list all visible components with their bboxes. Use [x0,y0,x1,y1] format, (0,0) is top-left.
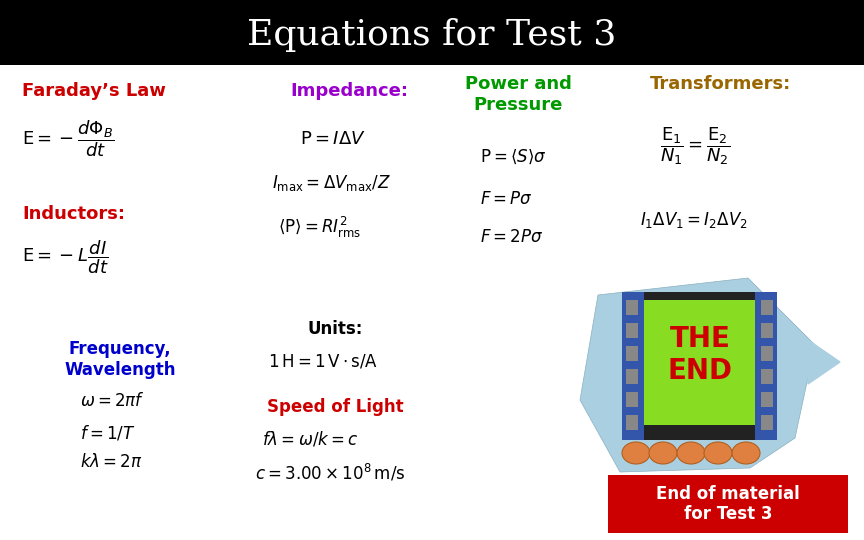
Text: Faraday’s Law: Faraday’s Law [22,82,166,100]
Bar [761,369,773,384]
Text: Transformers:: Transformers: [650,75,791,93]
Bar [761,392,773,407]
Polygon shape [580,278,815,472]
Bar [608,475,848,533]
Bar [0,0,864,65]
Text: $\mathrm{P} = I\Delta V$: $\mathrm{P} = I\Delta V$ [300,130,366,148]
Text: THE
END: THE END [668,325,733,385]
Text: $k\lambda = 2\pi$: $k\lambda = 2\pi$ [80,453,143,471]
Text: $F = P\sigma$: $F = P\sigma$ [480,190,533,208]
Text: $1\,\mathrm{H} = 1\,\mathrm{V}\cdot\mathrm{s/A}$: $1\,\mathrm{H} = 1\,\mathrm{V}\cdot\math… [268,352,378,370]
Text: $\mathrm{E} = -\dfrac{d\Phi_B}{dt}$: $\mathrm{E} = -\dfrac{d\Phi_B}{dt}$ [22,118,114,159]
Bar [761,415,773,430]
Ellipse shape [677,442,705,464]
Bar [761,300,773,315]
Text: Inductors:: Inductors: [22,205,125,223]
Bar [626,415,638,430]
Bar [626,392,638,407]
Bar [622,292,777,440]
Polygon shape [808,340,840,384]
Text: $\omega = 2\pi f$: $\omega = 2\pi f$ [80,392,145,410]
Ellipse shape [704,442,732,464]
Bar [644,300,755,425]
Ellipse shape [649,442,677,464]
Bar [626,323,638,338]
Text: Speed of Light: Speed of Light [267,398,403,416]
Text: $\mathrm{E} = -L\dfrac{dI}{dt}$: $\mathrm{E} = -L\dfrac{dI}{dt}$ [22,238,109,275]
Bar [755,292,777,440]
Text: Frequency,
Wavelength: Frequency, Wavelength [64,340,175,379]
Text: $c = 3.00\times10^8\,\mathrm{m/s}$: $c = 3.00\times10^8\,\mathrm{m/s}$ [255,462,405,483]
Bar [761,323,773,338]
Bar [626,369,638,384]
Text: $f = 1/T$: $f = 1/T$ [80,423,136,442]
Text: $I_{\mathrm{max}} = \Delta V_{\mathrm{max}}/Z$: $I_{\mathrm{max}} = \Delta V_{\mathrm{ma… [272,173,391,193]
Text: $F = 2P\sigma$: $F = 2P\sigma$ [480,228,543,246]
Bar [626,346,638,361]
Text: Equations for Test 3: Equations for Test 3 [247,18,617,52]
Text: $I_1\Delta V_1 = I_2\Delta V_2$: $I_1\Delta V_1 = I_2\Delta V_2$ [640,210,747,230]
Text: $\mathrm{P} = \langle S \rangle\sigma$: $\mathrm{P} = \langle S \rangle\sigma$ [480,148,547,166]
Text: $\langle \mathrm{P} \rangle = RI^2_{\mathrm{rms}}$: $\langle \mathrm{P} \rangle = RI^2_{\mat… [278,215,361,240]
Ellipse shape [732,442,760,464]
Text: End of material
for Test 3: End of material for Test 3 [656,484,800,523]
Text: Power and
Pressure: Power and Pressure [465,75,571,114]
Text: $f\lambda = \omega/k = c$: $f\lambda = \omega/k = c$ [262,430,359,449]
Ellipse shape [622,442,650,464]
Text: Units:: Units: [308,320,363,338]
Bar [626,300,638,315]
Text: $\dfrac{\mathrm{E}_1}{N_1} = \dfrac{\mathrm{E}_2}{N_2}$: $\dfrac{\mathrm{E}_1}{N_1} = \dfrac{\mat… [660,125,730,167]
Bar [761,346,773,361]
Text: Impedance:: Impedance: [290,82,408,100]
Bar [622,292,644,440]
